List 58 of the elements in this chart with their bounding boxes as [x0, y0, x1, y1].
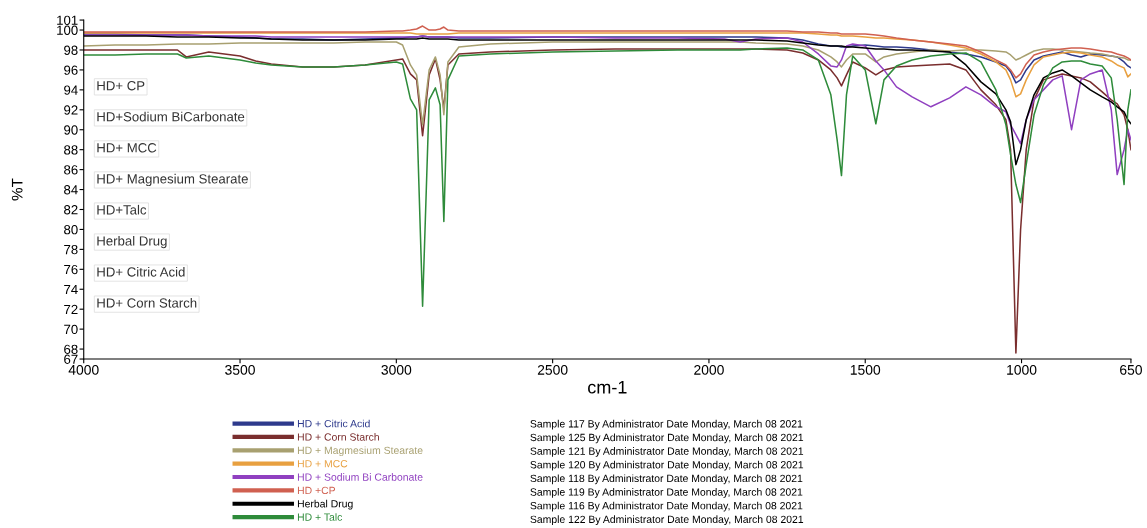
line-series [83, 41, 1131, 126]
y-tick-label: 86 [64, 165, 78, 175]
y-tick-label: 70 [64, 324, 78, 335]
line-series [83, 47, 1131, 307]
text: Sample 118 By Administrator Date Monday, March 08 2021 [530, 474, 803, 485]
y-tick-label: 82 [64, 205, 78, 215]
line-series [83, 48, 1131, 354]
text: HD + Sodium Bi Carbonate [297, 473, 423, 481]
text: Sample 116 By Administrator Date Monday, March 08 2021 [530, 501, 803, 512]
x-tick-label: 3000 [381, 364, 412, 375]
y-tick-label: 101 [57, 15, 78, 25]
y-tick-label: 98 [64, 45, 78, 55]
annotation: HD+ Magnesium Stearate [97, 173, 248, 187]
x-axis-title: cm-1 [588, 380, 627, 394]
y-tick-label: 84 [64, 185, 78, 195]
x-tick-label: 650 [1120, 364, 1142, 375]
y-tick-label: 90 [64, 125, 78, 135]
text: HD + Talc [297, 513, 343, 521]
text: Sample 121 By Administrator Date Monday, March 08 2021 [530, 447, 804, 457]
line-series [83, 32, 1131, 98]
x-tick-label: 1000 [1007, 364, 1037, 375]
annotation: HD+Talc [97, 204, 147, 215]
line-series [83, 25, 1131, 79]
x-tick-label: 3500 [225, 364, 255, 375]
y-tick-label: 94 [64, 85, 78, 95]
y-tick-label: 68 [64, 344, 78, 354]
text: Sample 122 By Administrator Date Monday, March 08 2021 [530, 515, 804, 526]
y-tick-label: 72 [64, 304, 78, 314]
annotation: HD+Sodium BiCarbonate [97, 111, 245, 122]
y-tick-label: 76 [64, 264, 78, 275]
text: HD +CP [297, 486, 336, 495]
text: Herbal Drug [297, 499, 353, 510]
annotation: HD+ MCC [97, 143, 157, 153]
text: HD + Magmesium Stearate [297, 446, 423, 457]
text: HD + Citric Acid [297, 419, 370, 428]
text: HD + MCC [297, 460, 348, 468]
x-tick-label: 4000 [68, 364, 99, 375]
y-tick-label: 88 [64, 145, 78, 155]
x-tick-label: 2500 [537, 364, 568, 375]
text: Sample 125 By Administrator Date Monday, March 08 2021 [530, 433, 804, 444]
y-axis-title: %T [11, 178, 23, 201]
y-tick-label: 67 [64, 354, 78, 364]
y-tick-label: 74 [64, 284, 78, 295]
annotation: HD+ CP [97, 81, 145, 91]
y-tick-label: 96 [64, 65, 78, 75]
y-tick-label: 80 [64, 225, 78, 235]
text: Sample 120 By Administrator Date Monday, March 08 2021 [530, 460, 804, 471]
x-tick-label: 1500 [850, 364, 881, 375]
annotation: Herbal Drug [97, 235, 167, 249]
y-tick-label: 92 [64, 105, 78, 115]
annotation: HD+ Citric Acid [97, 266, 185, 277]
y-tick-label: 100 [57, 25, 78, 35]
text: Sample 117 By Administrator Date Monday, March 08 2021 [530, 419, 803, 430]
annotation: HD+ Corn Starch [97, 297, 197, 308]
x-tick-label: 2000 [694, 364, 724, 375]
text: Sample 119 By Administrator Date Monday, March 08 2021 [530, 488, 803, 498]
y-tick-label: 78 [64, 244, 78, 255]
text: HD + Corn Starch [297, 433, 379, 441]
